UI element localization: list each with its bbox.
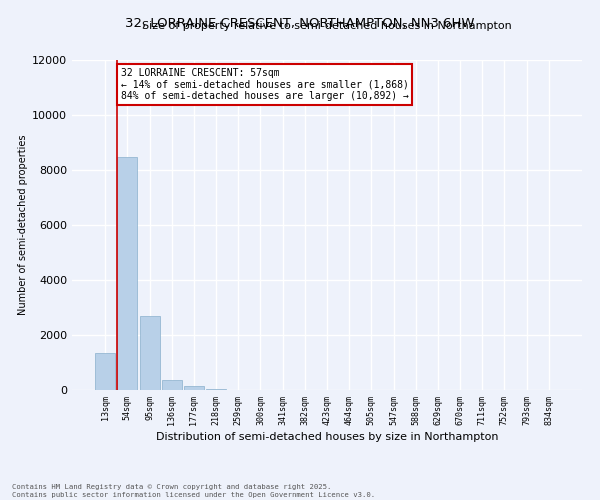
- Bar: [95, 354, 115, 390]
- Title: Size of property relative to semi-detached houses in Northampton: Size of property relative to semi-detach…: [142, 22, 512, 32]
- Bar: [140, 316, 160, 390]
- Bar: [184, 386, 204, 390]
- Bar: [118, 156, 137, 390]
- Y-axis label: Number of semi-detached properties: Number of semi-detached properties: [18, 134, 28, 316]
- Text: 32, LORRAINE CRESCENT, NORTHAMPTON, NN3 6HW: 32, LORRAINE CRESCENT, NORTHAMPTON, NN3 …: [125, 18, 475, 30]
- Bar: [162, 380, 182, 390]
- X-axis label: Distribution of semi-detached houses by size in Northampton: Distribution of semi-detached houses by …: [156, 432, 498, 442]
- Text: 32 LORRAINE CRESCENT: 57sqm
← 14% of semi-detached houses are smaller (1,868)
84: 32 LORRAINE CRESCENT: 57sqm ← 14% of sem…: [121, 68, 409, 102]
- Text: Contains HM Land Registry data © Crown copyright and database right 2025.
Contai: Contains HM Land Registry data © Crown c…: [12, 484, 375, 498]
- Bar: [206, 389, 226, 390]
